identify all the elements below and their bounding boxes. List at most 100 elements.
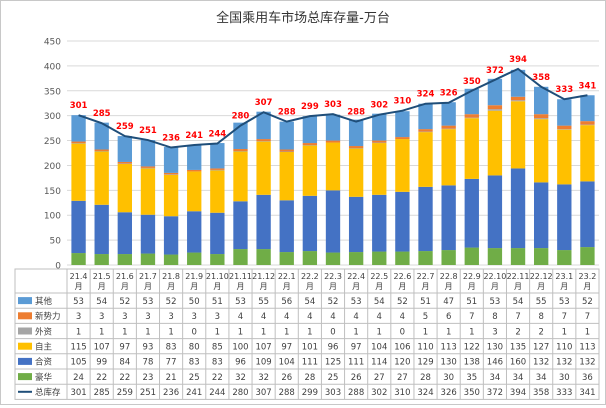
table-cell: 2: [538, 327, 543, 337]
y-tick-label: 0: [55, 262, 61, 272]
table-cell: 1: [122, 327, 127, 337]
bar-segment: [326, 190, 340, 252]
table-cell: 310: [394, 388, 410, 398]
table-cell: 125: [325, 358, 341, 368]
total-data-label: 394: [509, 55, 527, 65]
bar-segment: [511, 101, 525, 168]
bar-segment: [580, 181, 594, 247]
bar-segment: [118, 162, 132, 163]
bar-segment: [164, 147, 178, 173]
bar-segment: [580, 125, 594, 181]
bar-segment: [441, 185, 455, 250]
table-cell: 132: [579, 358, 595, 368]
bar-segment: [418, 132, 432, 187]
bar-segment: [488, 111, 502, 176]
table-cell: 3: [145, 312, 150, 322]
bar-segment: [349, 120, 363, 146]
bar-segment: [303, 251, 317, 265]
bar-segment: [326, 141, 340, 143]
total-data-label: 299: [301, 102, 319, 112]
bar-segment: [164, 175, 178, 216]
table-cell: 1: [99, 327, 104, 337]
table-cell: 110: [417, 343, 433, 353]
total-data-label: 241: [185, 131, 203, 141]
y-tick-label: 150: [44, 187, 61, 197]
table-cell: 302: [371, 388, 387, 398]
table-cell: 7: [469, 312, 474, 322]
bar-segment: [95, 150, 109, 151]
total-data-label: 333: [555, 85, 573, 95]
bar-segment: [141, 168, 155, 214]
table-cell: 1: [145, 327, 150, 337]
bar-segment: [441, 250, 455, 265]
bar-segment: [372, 143, 386, 195]
legend-key: [18, 373, 32, 380]
table-cell: 1: [562, 327, 567, 337]
bar-segment: [580, 247, 594, 265]
table-cell: 132: [556, 358, 572, 368]
table-cell: 110: [556, 343, 572, 353]
table-cell: 5: [423, 312, 428, 322]
bar-segment: [557, 130, 571, 185]
bar-segment: [372, 252, 386, 265]
bar-segment: [441, 129, 455, 185]
total-data-label: 303: [324, 100, 342, 110]
table-cell: 326: [441, 388, 457, 398]
bar-segment: [141, 215, 155, 254]
table-cell: 96: [235, 358, 246, 368]
table-cell: 236: [163, 388, 179, 398]
total-data-label: 326: [440, 89, 458, 99]
bar-segment: [187, 171, 201, 211]
table-cell: 0: [192, 327, 197, 337]
table-cell: 111: [302, 358, 318, 368]
table-cell: 30: [443, 373, 454, 383]
total-data-label: 280: [232, 112, 250, 122]
bar-segment: [557, 126, 571, 129]
table-cell: 53: [235, 297, 246, 307]
bar-segment: [511, 248, 525, 265]
bar-segment: [256, 195, 270, 249]
table-cell: 34: [536, 373, 547, 383]
table-cell: 54: [304, 297, 315, 307]
bar-segment: [118, 136, 132, 162]
bar-segment: [465, 179, 479, 248]
table-cell: 24: [73, 373, 84, 383]
bar-segment: [280, 152, 294, 200]
table-cell: 104: [371, 343, 387, 353]
table-cell: 160: [510, 358, 526, 368]
table-cell: 135: [510, 343, 526, 353]
table-cell: 122: [464, 343, 480, 353]
table-cell: 4: [238, 312, 243, 322]
bar-segment: [372, 195, 386, 252]
total-data-label: 244: [208, 130, 226, 140]
bar-segment: [557, 250, 571, 265]
table-cell: 35: [466, 373, 477, 383]
bar-segment: [418, 104, 432, 129]
table-cell: 301: [70, 388, 86, 398]
y-tick-label: 50: [50, 237, 62, 247]
bar-segment: [511, 97, 525, 100]
table-cell: 77: [166, 358, 177, 368]
bar-segment: [141, 166, 155, 167]
bar-segment: [71, 201, 85, 253]
table-cell: 8: [538, 312, 543, 322]
bar-segment: [256, 142, 270, 195]
table-cell: 1: [284, 327, 289, 337]
table-cell: 1: [261, 327, 266, 337]
y-tick-label: 400: [44, 62, 61, 72]
series-name: 豪华: [35, 372, 53, 383]
bar-segment: [418, 129, 432, 131]
bar-segment: [118, 212, 132, 254]
table-cell: 54: [513, 297, 524, 307]
legend-key: [18, 358, 32, 365]
bar-segment: [534, 118, 548, 119]
